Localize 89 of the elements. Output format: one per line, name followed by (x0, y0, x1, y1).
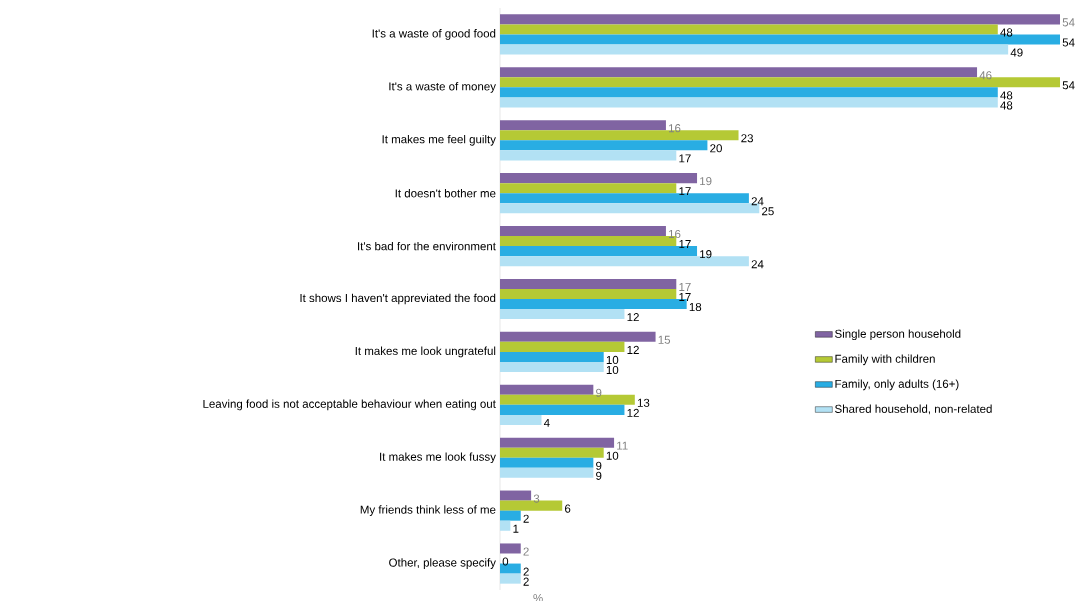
data-label: 49 (1010, 48, 1023, 57)
data-label: 12 (627, 313, 639, 322)
data-label: 54 (1062, 18, 1075, 27)
y-tick-label: My friends think less of me (360, 505, 496, 517)
data-label: 2 (523, 514, 529, 523)
bar (500, 341, 625, 352)
bar (500, 299, 687, 310)
y-tick-label: It's a waste of money (389, 82, 496, 93)
bar (500, 288, 677, 299)
bar (500, 193, 749, 204)
data-label: 4 (543, 418, 550, 427)
legend-label: Family with children (835, 354, 935, 366)
bar (500, 467, 594, 478)
bar (500, 447, 604, 458)
y-tick-label: It doesn't bother me (395, 188, 496, 198)
data-label: 17 (679, 154, 691, 163)
bar (500, 520, 511, 531)
bar (500, 140, 708, 151)
bar (500, 44, 1009, 55)
bar (500, 457, 594, 468)
data-label: 48 (1000, 28, 1013, 37)
bar (500, 331, 656, 342)
y-tick-label: Leaving food is not acceptable behaviour when eating out (203, 399, 496, 411)
bar (500, 236, 677, 247)
y-tick-label: It's bad for the environment (358, 241, 496, 251)
data-label: 13 (637, 398, 650, 407)
data-label: 16 (669, 229, 681, 239)
data-label: 10 (606, 451, 619, 460)
data-label: 3 (533, 494, 540, 503)
bar (500, 225, 666, 237)
bar (500, 510, 521, 521)
bar (500, 573, 521, 584)
bar (500, 490, 532, 501)
data-label: 6 (565, 504, 571, 513)
bar (500, 404, 625, 415)
data-label: 10 (606, 365, 619, 375)
data-label: 20 (710, 144, 722, 153)
data-label: 2 (523, 547, 529, 556)
data-label: 19 (700, 177, 712, 186)
data-label: 12 (627, 345, 639, 354)
bar (500, 246, 698, 257)
bar (500, 309, 625, 320)
legend-label: Family, only adults (16+) (835, 379, 959, 391)
bar (500, 87, 998, 98)
y-tick-label: It makes me look ungrateful (355, 346, 496, 358)
data-label: 24 (751, 260, 764, 269)
bar (500, 384, 594, 395)
y-tick-label: It makes me feel guilty (382, 134, 496, 146)
data-label: 2 (523, 567, 529, 576)
bar (500, 173, 698, 184)
bar (500, 437, 615, 448)
bar (500, 183, 677, 194)
bar (500, 67, 978, 78)
data-label: 54 (1062, 38, 1075, 47)
data-label: 18 (689, 302, 702, 312)
data-label: 15 (658, 335, 671, 344)
data-label: 1 (513, 524, 519, 533)
bar (500, 543, 521, 554)
y-tick-label: It makes me look fussy (380, 452, 496, 464)
bar (500, 14, 1061, 25)
data-label: 12 (627, 408, 639, 417)
data-label: 25 (762, 207, 774, 216)
bar (500, 120, 666, 131)
legend-label: Shared household, non-related (835, 404, 992, 415)
bar (500, 150, 677, 161)
data-label: 24 (751, 197, 764, 206)
data-label: 48 (1000, 91, 1013, 100)
bar (500, 414, 542, 425)
y-tick-label: It shows I haven't appreviated the food (300, 293, 496, 305)
data-label: 23 (741, 134, 754, 143)
legend-label: Single person household (835, 329, 961, 341)
data-label: 9 (596, 461, 602, 470)
data-label: 19 (700, 250, 712, 259)
bar (500, 97, 998, 108)
bar (500, 351, 604, 362)
y-tick-label: Other, please specify (389, 558, 496, 569)
bar (500, 361, 604, 373)
bar (500, 24, 998, 35)
bar (500, 278, 677, 289)
y-tick-label: It's a waste of good food (372, 29, 496, 40)
data-label: 54 (1062, 81, 1075, 90)
data-label: 17 (679, 282, 691, 291)
data-label: 9 (596, 388, 602, 397)
data-label: 9 (596, 471, 602, 480)
data-label: 11 (617, 441, 628, 450)
data-label: 48 (1000, 101, 1013, 110)
data-label: 0 (502, 557, 509, 566)
data-label: 10 (606, 355, 619, 365)
data-label: 2 (523, 577, 529, 586)
